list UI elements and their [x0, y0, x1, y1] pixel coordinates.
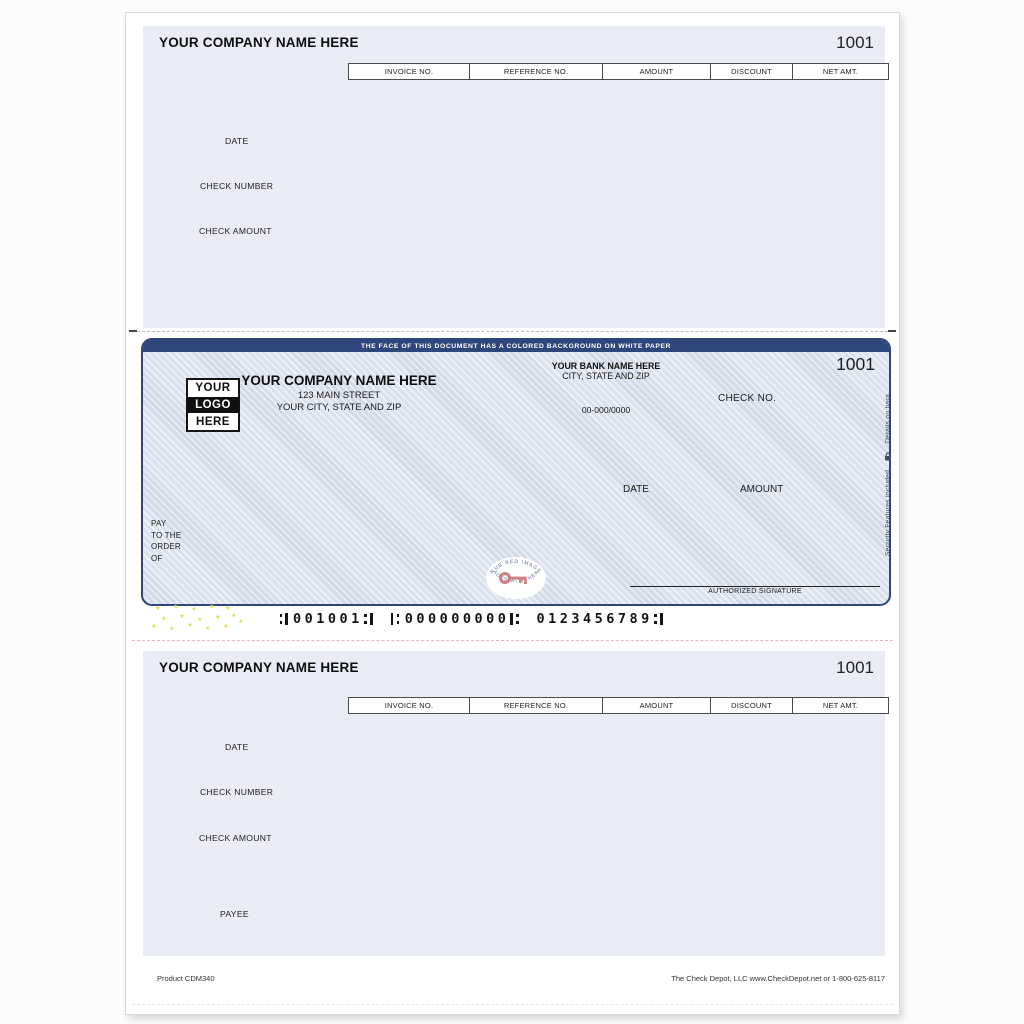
payee-label: PAYEE: [220, 909, 249, 919]
security-side-text: Security Features Included Details on ba…: [881, 343, 895, 605]
signature-line: [630, 586, 880, 587]
col-invoice-no: INVOICE NO.: [349, 698, 470, 713]
micr-transit-symbol: [510, 613, 520, 625]
remittance-table-header: INVOICE NO. REFERENCE NO. AMOUNT DISCOUN…: [348, 63, 889, 80]
col-reference-no: REFERENCE NO.: [470, 698, 603, 713]
check-amount-label: CHECK AMOUNT: [199, 833, 272, 843]
product-code: Product CDM340: [157, 974, 215, 983]
col-reference-no: REFERENCE NO.: [470, 64, 603, 79]
company-address-block: YOUR COMPANY NAME HERE 123 MAIN STREET Y…: [209, 373, 469, 413]
pay-to-line3: ORDER: [151, 542, 181, 551]
col-amount: AMOUNT: [603, 64, 711, 79]
micr-routing-number: 000000000: [404, 611, 510, 627]
logo-line-2: LOGO: [188, 396, 238, 414]
check-number: 1001: [836, 354, 875, 374]
check-number-label: CHECK NUMBER: [200, 787, 274, 797]
col-discount: DISCOUNT: [711, 698, 793, 713]
logo-line-1: YOUR: [195, 382, 231, 395]
perforation-line-top: [129, 330, 896, 333]
pay-to-line4: OF: [151, 553, 163, 563]
security-stars: [148, 603, 260, 643]
stub-check-number: 1001: [836, 658, 874, 677]
check-date-label: DATE: [623, 484, 649, 495]
routing-fraction: 00-000/0000: [581, 405, 631, 415]
heat-sensitive-key-seal-icon: RUB RED IMAGE FADES WITH HEAT: [484, 554, 546, 599]
top-stub: YOUR COMPANY NAME HERE 1001 INVOICE NO. …: [143, 26, 889, 328]
stub-company-name: YOUR COMPANY NAME HERE: [159, 660, 359, 675]
micr-transit-symbol: [390, 613, 400, 625]
logo-placeholder: YOUR LOGO HERE: [186, 378, 240, 432]
date-label: DATE: [225, 742, 249, 752]
check-number-label: CHECK NUMBER: [200, 181, 274, 191]
logo-line-3: HERE: [196, 415, 230, 428]
pay-to-line2: TO THE: [151, 530, 182, 540]
remittance-table-header: INVOICE NO. REFERENCE NO. AMOUNT DISCOUN…: [348, 697, 889, 714]
pay-to-line1: PAY: [151, 519, 167, 528]
stub-check-number: 1001: [836, 33, 874, 52]
col-invoice-no: INVOICE NO.: [349, 64, 470, 79]
details-on-back-text: Details on back.: [884, 391, 892, 444]
micr-check-number: 001001: [293, 611, 363, 627]
check: THE FACE OF THIS DOCUMENT HAS A COLORED …: [141, 338, 891, 606]
micr-account-number: 0123456789: [536, 611, 653, 627]
bank-block: YOUR BANK NAME HERE CITY, STATE AND ZIP …: [526, 361, 686, 415]
authorized-signature-label: AUTHORIZED SIGNATURE: [708, 588, 802, 595]
padlock-icon: [885, 452, 891, 461]
red-key-icon: [499, 572, 527, 584]
vendor-contact: The Check Depot, LLC www.CheckDepot.net …: [671, 974, 885, 983]
col-discount: DISCOUNT: [711, 64, 793, 79]
security-features-text: Security Features Included: [884, 470, 892, 557]
perforation-line-bottom: [132, 640, 893, 641]
bank-city: CITY, STATE AND ZIP: [562, 371, 650, 381]
micr-onus-symbol: [654, 613, 663, 625]
micr-onus-symbol: [279, 613, 288, 625]
date-label: DATE: [225, 136, 249, 146]
col-net-amt: NET AMT.: [822, 67, 859, 76]
micr-onus-symbol: [364, 613, 373, 625]
perforation-line-page-bottom: [132, 1004, 893, 1005]
bank-name: YOUR BANK NAME HERE: [551, 361, 661, 371]
col-net-amt: NET AMT.: [822, 701, 859, 710]
col-amount: AMOUNT: [603, 698, 711, 713]
check-no-label: CHECK NO.: [718, 393, 777, 404]
company-street: 123 MAIN STREET: [297, 389, 381, 401]
check-amount-label: AMOUNT: [740, 484, 784, 495]
bottom-stub: YOUR COMPANY NAME HERE 1001 INVOICE NO. …: [143, 651, 889, 956]
check-company-name: YOUR COMPANY NAME HERE: [241, 373, 437, 388]
micr-line: 001001 000000000 0123456789: [278, 610, 668, 628]
check-amount-label: CHECK AMOUNT: [199, 226, 272, 236]
pay-to-the-order-of: PAY TO THE ORDER OF: [151, 518, 181, 564]
colored-background-banner: THE FACE OF THIS DOCUMENT HAS A COLORED …: [143, 340, 889, 352]
company-city: YOUR CITY, STATE AND ZIP: [276, 402, 402, 413]
laser-check-sheet: YOUR COMPANY NAME HERE 1001 INVOICE NO. …: [125, 12, 900, 1015]
stub-company-name: YOUR COMPANY NAME HERE: [159, 35, 359, 50]
